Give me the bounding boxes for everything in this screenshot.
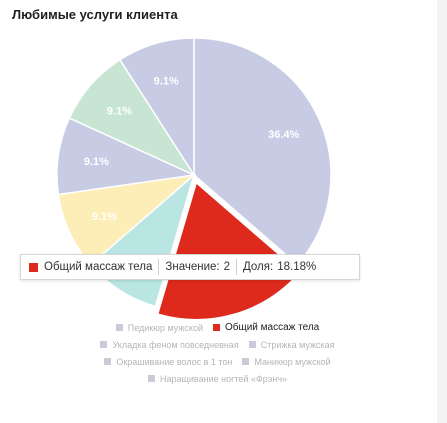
legend-item[interactable]: Маникюр мужской [242, 356, 331, 367]
pie-slice[interactable] [118, 37, 195, 178]
legend-item[interactable]: Стрижка мужская [248, 339, 335, 350]
legend-item[interactable]: Наращивание ногтей «Фрэнч» [147, 373, 288, 384]
tooltip-divider [236, 259, 237, 275]
pie-slice[interactable] [193, 37, 332, 266]
pie-slice[interactable] [56, 117, 197, 196]
pie-slice[interactable] [68, 58, 197, 177]
legend-label: Стрижка мужская [260, 339, 335, 350]
legend-row: Наращивание ногтей «Фрэнч» [40, 370, 395, 387]
legend-item[interactable]: Укладка феном повседневная [100, 339, 239, 350]
tooltip-divider [158, 259, 160, 275]
legend-row: Окрашивание волос в 1 тон Маникюр мужско… [40, 353, 395, 370]
slice-label: 36.4% [268, 129, 299, 141]
tooltip-value-label: Значение: [165, 261, 220, 273]
page-edge [437, 0, 447, 423]
legend-swatch [242, 358, 250, 365]
chart-title: Любимые услуги клиента [12, 7, 178, 22]
legend: Педикюр мужской Общий массаж тела Укладк… [40, 319, 395, 387]
legend-swatch [212, 324, 220, 331]
tooltip-value: 2 [223, 261, 230, 273]
slice-label: 9.1% [107, 105, 132, 117]
legend-label: Педикюр мужской [127, 322, 203, 333]
legend-label: Маникюр мужской [254, 356, 331, 367]
legend-swatch [115, 324, 123, 331]
legend-swatch [100, 341, 108, 348]
slice-label: 9.1% [84, 156, 109, 168]
slice-label: 9.1% [154, 75, 179, 87]
legend-label: Наращивание ногтей «Фрэнч» [159, 373, 288, 384]
tooltip: Общий массаж тела Значение: 2 Доля: 18.1… [20, 254, 360, 280]
legend-item[interactable]: Общий массаж тела [212, 322, 320, 333]
pie-chart: 36.4% 9.1% 9.1% 9.1% 9.1% [56, 37, 332, 320]
legend-item[interactable]: Окрашивание волос в 1 тон [104, 357, 232, 367]
slice-label: 9.1% [92, 211, 117, 223]
tooltip-share: 18.18% [277, 261, 317, 273]
tooltip-swatch [29, 262, 38, 272]
legend-item[interactable]: Педикюр мужской [115, 322, 203, 333]
legend-row: Педикюр мужской Общий массаж тела [40, 319, 395, 336]
legend-swatch [104, 358, 112, 365]
legend-label: Общий массаж тела [224, 322, 320, 333]
legend-swatch [248, 341, 256, 348]
tooltip-series-name: Общий массаж тела [44, 261, 153, 273]
chart-card: Любимые услуги клиента 36.4% 9.1% 9.1% 9.1%… [12, 7, 395, 387]
tooltip-share-label: Доля: [243, 261, 274, 273]
legend-swatch [147, 375, 155, 382]
legend-label: Укладка феном повседневная [112, 339, 239, 350]
legend-row: Укладка феном повседневная Стрижка мужск… [40, 336, 395, 353]
legend-label: Окрашивание волос в 1 тон [116, 356, 233, 367]
pie-slice[interactable] [156, 181, 301, 320]
